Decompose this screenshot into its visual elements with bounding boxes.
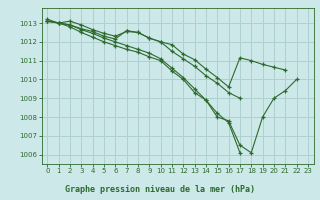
Text: Graphe pression niveau de la mer (hPa): Graphe pression niveau de la mer (hPa) — [65, 185, 255, 194]
